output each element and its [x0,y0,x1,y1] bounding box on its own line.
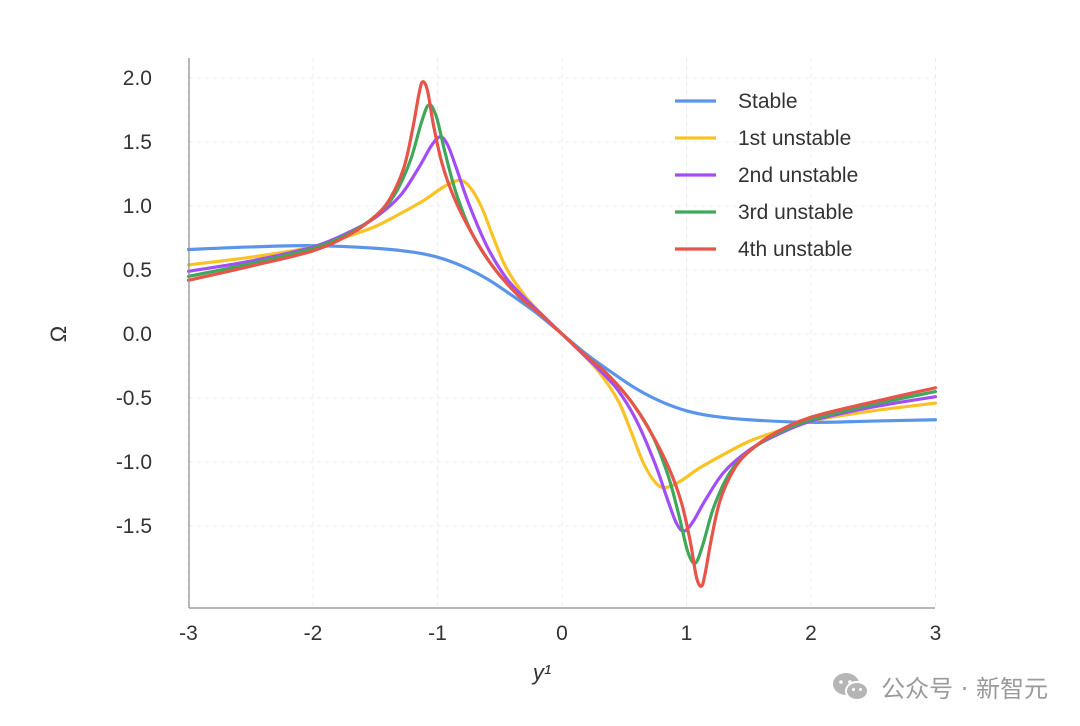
y-tick-label: -1.5 [116,515,152,538]
y-tick-label: 0.5 [123,259,152,282]
watermark-text: 公众号 · 新智元 [881,675,1048,703]
y-tick-label: 1.5 [123,131,152,154]
legend: Stable 1st unstable 2nd unstable 3rd unstab… [675,90,858,261]
y-tick-label: -0.5 [116,387,152,410]
legend-label-4: 3rd unstable [738,201,854,224]
y-tick-label: -1.0 [116,451,152,474]
x-tick-label: 2 [805,622,817,645]
x-tick-labels: -3 -2 -1 0 1 2 3 [179,622,941,645]
legend-label-5: 4th unstable [738,238,852,261]
y-tick-label: 1.0 [123,195,152,218]
wechat-icon [833,672,870,701]
x-tick-label: 1 [681,622,693,645]
y-axis-label: Ω [46,326,71,342]
x-tick-label: 3 [930,622,942,645]
legend-label-1: Stable [738,90,798,113]
series-line-5 [186,80,938,588]
x-tick-label: 0 [556,622,568,645]
series-lines [186,80,938,588]
legend-label-3: 2nd unstable [738,164,858,187]
y-tick-label: 0.0 [123,323,152,346]
legend-label-2: 1st unstable [738,127,851,150]
axes [188,58,935,609]
y-tick-label: 2.0 [123,67,152,90]
x-tick-label: -1 [428,622,447,645]
x-tick-label: -3 [179,622,198,645]
x-tick-label: -2 [304,622,323,645]
watermark: 公众号 · 新智元 [831,669,1048,704]
y-tick-labels: 2.0 1.5 1.0 0.5 0.0 -0.5 -1.0 -1.5 [116,67,152,538]
x-axis-label: y¹ [531,660,551,685]
